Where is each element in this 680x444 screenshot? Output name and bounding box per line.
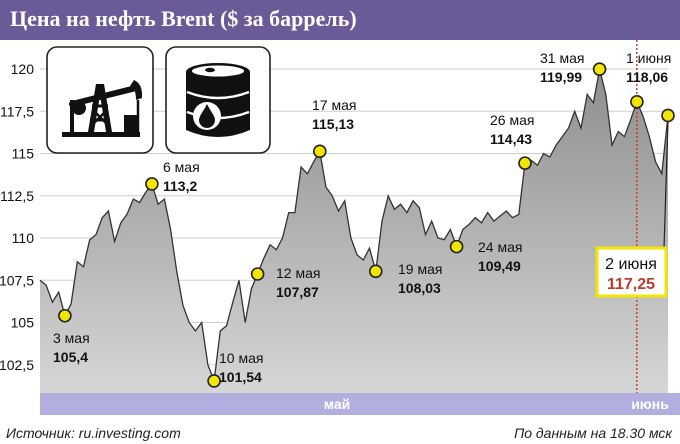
data-marker — [250, 267, 265, 281]
data-marker — [592, 62, 607, 76]
y-tick-label: 102,5 — [0, 357, 34, 373]
data-marker — [518, 156, 532, 170]
data-marker — [145, 177, 159, 191]
data-marker — [58, 308, 72, 323]
annotation-date: 26 мая — [490, 112, 534, 128]
annotation-value: 109,49 — [478, 258, 521, 274]
data-marker — [661, 108, 675, 123]
chart-title: Цена на нефть Brent ($ за баррель) — [10, 6, 357, 31]
month-label-june: июнь — [631, 396, 669, 412]
annotation-date: 6 мая — [163, 159, 200, 175]
source-text: Источник: ru.investing.com — [6, 425, 181, 441]
annotation-value: 101,54 — [219, 369, 262, 385]
annotation-value: 113,2 — [163, 178, 197, 194]
y-tick-label: 117,5 — [0, 103, 34, 119]
annotation-value: 107,87 — [276, 284, 319, 300]
annotation-value: 117,25 — [607, 276, 655, 293]
annotation-value: 119,99 — [540, 69, 582, 85]
data-marker — [313, 144, 327, 159]
markers-layer: 3 мая 105,4 6 мая 113,2 10 мая 101,54 12 мая 10… — [53, 50, 675, 388]
y-tick-label: 120 — [11, 61, 35, 77]
month-band: май июнь — [40, 393, 680, 415]
annotation-date: 24 мая — [478, 239, 522, 255]
month-band-bg — [40, 393, 680, 415]
y-tick-label: 112,5 — [0, 188, 34, 204]
y-tick-label: 115 — [12, 146, 35, 162]
data-marker — [630, 94, 644, 109]
area-layer — [39, 40, 669, 393]
callout-line — [663, 121, 669, 249]
annotation-value: 105,4 — [53, 349, 88, 365]
month-label-may: май — [324, 396, 351, 412]
annotation-date: 31 мая — [540, 50, 584, 66]
annotation-value: 118,06 — [626, 69, 668, 85]
y-tick-label: 105 — [11, 315, 35, 331]
y-tick-label: 110 — [12, 230, 35, 246]
annotation-value: 108,03 — [398, 280, 441, 296]
callout-box — [595, 246, 668, 298]
annotation-value: 115,13 — [312, 116, 354, 132]
annotation-date: 19 мая — [398, 261, 442, 277]
annotation-value: 114,43 — [490, 131, 532, 147]
title-bar — [0, 0, 680, 40]
data-marker — [449, 239, 464, 254]
data-marker — [207, 374, 221, 388]
series-line — [39, 69, 669, 382]
annotation-date: 10 мая — [219, 350, 263, 366]
y-tick-labels: 120 117,5 115 112,5 110 107,5 105 102,5 — [0, 61, 34, 373]
note-text: По данным на 18.30 мск — [514, 425, 672, 441]
y-tick-label: 107,5 — [0, 272, 34, 288]
oil-barrel-icon — [165, 46, 271, 154]
data-marker — [368, 264, 383, 279]
annotation-date: 1 июня — [626, 50, 671, 66]
annotation-date: 3 мая — [53, 330, 90, 346]
annotation-date: 2 июня — [605, 256, 657, 273]
annotation-date: 17 мая — [312, 97, 356, 113]
area-fill — [40, 69, 668, 393]
annotation-date: 12 мая — [276, 265, 320, 281]
oil-pump-icon — [46, 46, 154, 154]
